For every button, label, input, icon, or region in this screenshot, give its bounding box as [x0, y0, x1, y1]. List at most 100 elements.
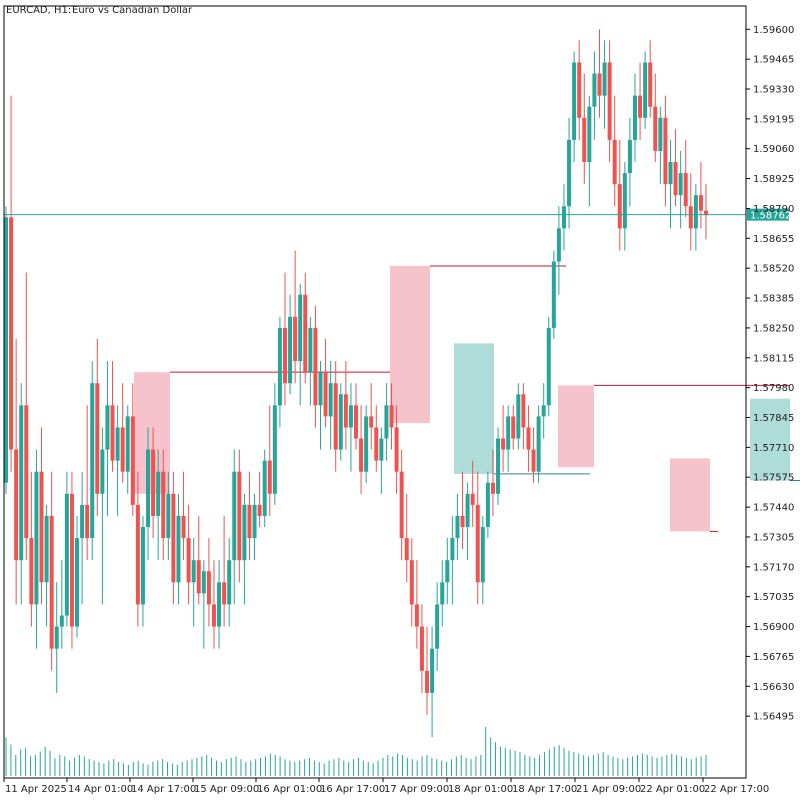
candle-body	[627, 139, 632, 174]
candle	[546, 316, 551, 417]
candle	[561, 184, 566, 251]
candle-body	[698, 195, 703, 211]
candle-body	[668, 162, 673, 185]
current-price-label: 1.58762	[750, 211, 791, 222]
candle	[592, 51, 597, 140]
candle-body	[130, 416, 135, 505]
candle	[232, 449, 237, 605]
candle-body	[64, 493, 69, 616]
candle-body	[460, 515, 465, 527]
candle	[217, 560, 222, 649]
candle	[627, 117, 632, 207]
candle-body	[90, 383, 95, 539]
candle	[64, 471, 69, 627]
candle-body	[206, 571, 211, 605]
candle	[257, 471, 262, 527]
candle-body	[389, 405, 394, 428]
y-tick-label: 1.58925	[753, 174, 794, 185]
candle	[688, 173, 693, 251]
candle	[146, 427, 151, 561]
candle-body	[399, 471, 404, 539]
candle	[475, 471, 480, 605]
candle	[293, 250, 298, 384]
candle-body	[348, 405, 353, 428]
candle-body	[602, 62, 607, 96]
candle-body	[617, 184, 622, 229]
candle-body	[704, 210, 708, 216]
candle	[369, 383, 374, 450]
candle	[607, 40, 612, 162]
candle	[318, 361, 323, 450]
candle	[399, 449, 404, 561]
candle-body	[237, 471, 242, 561]
candle	[100, 427, 105, 605]
candle	[24, 272, 29, 561]
candle	[140, 515, 145, 627]
candle	[171, 471, 176, 605]
candle	[404, 493, 409, 583]
candle	[69, 471, 74, 649]
candle	[632, 73, 637, 162]
candle-body	[354, 405, 358, 439]
candle	[176, 493, 181, 605]
x-tick-label: 18 Apr 17:00	[512, 784, 577, 795]
y-tick-label: 1.57710	[753, 443, 794, 454]
candle-body	[394, 427, 399, 472]
candle-body	[110, 405, 115, 461]
axes-layer: 1.59600 1.59465 1.59330 1.59195 1.59060 1.589…	[3, 5, 794, 795]
candle-body	[211, 604, 216, 627]
candle-body	[632, 95, 637, 140]
candle	[4, 206, 8, 494]
candle-body	[100, 449, 105, 494]
candle	[54, 582, 59, 693]
candle-body	[14, 449, 19, 561]
candle-body	[308, 327, 313, 373]
candle	[29, 471, 34, 627]
candle-body	[323, 372, 328, 417]
candle-body	[440, 582, 445, 605]
candle-body	[501, 438, 506, 450]
candle-body	[638, 95, 643, 118]
candle-body	[328, 383, 333, 417]
candle	[587, 95, 592, 207]
candle-body	[9, 217, 14, 450]
candle	[196, 515, 201, 605]
candle	[59, 560, 64, 649]
candle-body	[293, 316, 298, 362]
candle	[333, 361, 338, 472]
candle-body	[455, 515, 460, 539]
candle-body	[313, 327, 318, 406]
candle	[516, 383, 521, 450]
candle	[394, 405, 399, 494]
candle	[551, 250, 556, 339]
candle-body	[282, 327, 287, 384]
candle	[247, 471, 252, 561]
candle-body	[181, 515, 186, 539]
candle	[105, 361, 110, 516]
chart-title-description: Euro vs Canadian Dollar	[72, 5, 193, 16]
candle	[343, 361, 348, 450]
candle	[536, 405, 541, 483]
candle	[419, 604, 424, 693]
candle	[597, 29, 602, 118]
y-tick-label: 1.59600	[753, 25, 794, 36]
candle-body	[425, 670, 430, 693]
candle	[34, 449, 39, 649]
current-price-layer: 1.58762	[4, 208, 791, 222]
candle	[242, 493, 247, 605]
candle-body	[567, 139, 572, 207]
candle	[252, 493, 257, 561]
y-tick-label: 1.57035	[753, 592, 794, 603]
candle	[262, 449, 267, 527]
candle-body	[125, 416, 130, 472]
candle-body	[49, 515, 54, 649]
candle-body	[19, 405, 24, 561]
candle	[44, 504, 49, 627]
candle-body	[419, 626, 424, 671]
candle	[328, 361, 333, 450]
candle	[227, 538, 232, 627]
candle-body	[34, 471, 39, 605]
y-tick-label: 1.58790	[753, 204, 794, 215]
